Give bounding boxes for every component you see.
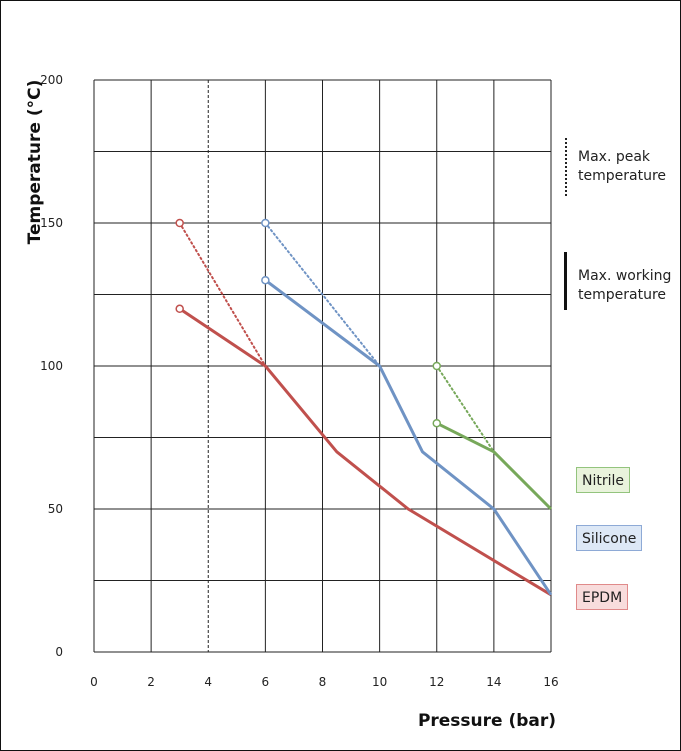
series-epdm-working-point <box>175 304 184 314</box>
y-tick-label: 150 <box>40 216 63 230</box>
x-tick-label: 14 <box>486 675 501 689</box>
series-epdm-peak-point <box>175 218 184 228</box>
working-annotation-label: Max. working temperature <box>578 268 672 303</box>
y-tick-label: 0 <box>55 645 63 659</box>
series-epdm-working-line <box>178 307 552 597</box>
series-silicone-working-line <box>264 279 553 596</box>
legend-epdm: EPDM <box>576 584 629 610</box>
series-lines <box>175 218 553 597</box>
series-nitrile-working-point <box>432 418 441 428</box>
working-annotation-marker <box>564 252 567 310</box>
series-silicone-peak-point <box>261 218 270 228</box>
peak-annotation-label: Max. peak temperature <box>578 149 666 184</box>
x-tick-label: 16 <box>543 675 558 689</box>
series-nitrile-peak-line <box>435 365 495 453</box>
series-silicone-working-point <box>261 275 270 285</box>
y-tick-label: 50 <box>48 502 63 516</box>
y-tick-label: 100 <box>40 359 63 373</box>
x-tick-label: 6 <box>262 675 270 689</box>
y-tick-label: 200 <box>40 73 63 87</box>
legend-silicone: Silicone <box>576 525 643 551</box>
series-epdm-peak-line <box>178 222 267 367</box>
series-nitrile-working-line <box>436 421 553 511</box>
x-tick-label: 12 <box>429 675 444 689</box>
grid <box>93 79 552 653</box>
x-axis-label: Pressure (bar) <box>418 711 556 731</box>
x-tick-label: 8 <box>319 675 327 689</box>
series-nitrile-peak-point <box>432 361 441 371</box>
y-axis-label: Temperature (°C) <box>25 80 45 245</box>
x-tick-label: 4 <box>204 675 212 689</box>
peak-annotation-marker <box>565 138 567 196</box>
axis-ticks: 0 2 4 6 8 10 12 14 16 0 50 100 150 200 <box>40 73 559 689</box>
series-silicone-peak-line <box>264 222 381 367</box>
x-tick-label: 0 <box>90 675 98 689</box>
legend-nitrile: Nitrile <box>576 467 630 493</box>
x-tick-label: 2 <box>147 675 155 689</box>
x-tick-label: 10 <box>372 675 387 689</box>
